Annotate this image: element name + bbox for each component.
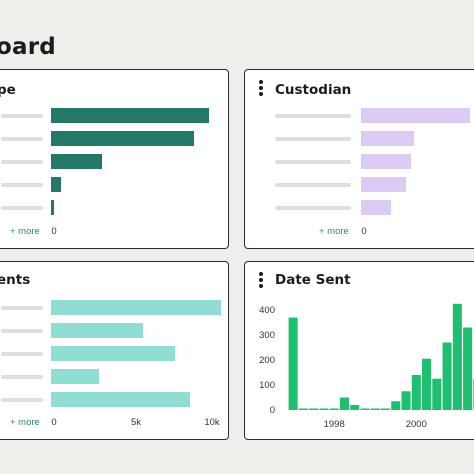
type-card: pe + more 0	[0, 69, 229, 291]
histogram-bar[interactable]	[370, 408, 380, 411]
y-tick-label: 300	[259, 330, 275, 341]
recipients-tick-5k: 5k	[130, 417, 142, 428]
recipients-label-placeholder	[1, 306, 43, 310]
histogram-bar[interactable]	[329, 408, 339, 411]
custodian-bars	[245, 70, 474, 248]
date-sent-card: Date Sent 400 300 200 100 0 1998 2000	[244, 261, 474, 440]
y-tick-label: 0	[270, 405, 275, 416]
custodian-card-title: Custodian	[275, 82, 352, 98]
type-card-title: pe	[0, 82, 16, 98]
type-bars	[0, 70, 228, 248]
recipients-label-placeholder	[1, 398, 43, 402]
histogram-bar[interactable]	[401, 391, 411, 410]
histogram-bar[interactable]	[288, 317, 298, 411]
custodian-label-placeholder	[275, 137, 351, 141]
recipients-bar[interactable]	[51, 369, 99, 384]
recipients-label-placeholder	[1, 375, 43, 379]
recipients-label-placeholder	[1, 329, 43, 333]
custodian-label-placeholder	[275, 114, 351, 118]
histogram-bar[interactable]	[380, 408, 391, 411]
custodian-card: Custodian + more 0	[244, 69, 474, 249]
type-label-placeholder	[1, 137, 43, 141]
recipients-label-placeholder	[1, 352, 43, 356]
type-bar[interactable]	[51, 154, 102, 169]
custodian-bar[interactable]	[361, 177, 406, 192]
histogram-bar[interactable]	[350, 405, 360, 410]
recipients-more-link[interactable]: + more	[10, 417, 40, 428]
recipients-bar[interactable]	[51, 392, 191, 407]
custodian-bar[interactable]	[361, 154, 411, 169]
recipients-tick-10k: 10k	[204, 417, 220, 428]
y-tick-label: 100	[259, 380, 275, 391]
recipients-tick-0: 0	[51, 417, 57, 428]
recipients-bar[interactable]	[51, 346, 176, 361]
type-bar[interactable]	[51, 200, 55, 215]
custodian-label-placeholder	[275, 206, 351, 210]
custodian-label-placeholder	[275, 183, 351, 187]
histogram-bar[interactable]	[411, 375, 421, 410]
type-label-placeholder	[1, 183, 43, 187]
histogram-bar[interactable]	[442, 342, 452, 411]
y-tick-label: 200	[259, 355, 275, 366]
histogram-bar[interactable]	[309, 408, 319, 411]
page-title: oard	[0, 34, 56, 60]
x-tick-label: 1998	[324, 419, 345, 430]
custodian-bar[interactable]	[361, 200, 391, 215]
type-label-placeholder	[1, 160, 43, 164]
recipients-bar[interactable]	[51, 323, 143, 338]
histogram-bar[interactable]	[319, 408, 329, 411]
histogram-bar[interactable]	[422, 358, 432, 410]
type-label-placeholder	[1, 206, 43, 210]
date-sent-histogram: 400 300 200 100 0 1998 2000	[259, 303, 474, 430]
recipients-bars	[0, 262, 228, 439]
histogram-bar[interactable]	[452, 303, 462, 410]
type-more-link[interactable]: + more	[10, 226, 40, 237]
date-sent-menu-icon[interactable]	[259, 272, 263, 290]
histogram-bar[interactable]	[360, 408, 370, 411]
type-label-placeholder	[1, 114, 43, 118]
custodian-label-placeholder	[275, 160, 351, 164]
type-bar[interactable]	[51, 108, 210, 123]
custodian-tick: 0	[361, 226, 367, 237]
recipients-card-title: ents	[0, 272, 31, 288]
histogram-bar[interactable]	[463, 327, 473, 411]
custodian-bar[interactable]	[361, 131, 415, 146]
recipients-bar[interactable]	[51, 300, 221, 315]
custodian-menu-icon[interactable]	[259, 80, 263, 98]
histogram-bar[interactable]	[391, 401, 401, 410]
histogram-bar[interactable]	[298, 408, 308, 411]
date-sent-card-title: Date Sent	[275, 272, 351, 288]
recipients-card: ents + more 0 5k 10k	[0, 261, 229, 440]
custodian-bar[interactable]	[361, 108, 470, 123]
histogram-bar[interactable]	[432, 378, 442, 410]
type-bar[interactable]	[51, 131, 194, 146]
type-bar[interactable]	[51, 177, 62, 192]
type-tick: 0	[51, 226, 57, 237]
x-tick-label: 2000	[406, 419, 427, 430]
histogram-bar[interactable]	[339, 397, 349, 411]
y-tick-label: 400	[259, 305, 275, 316]
custodian-more-link[interactable]: + more	[319, 226, 349, 237]
